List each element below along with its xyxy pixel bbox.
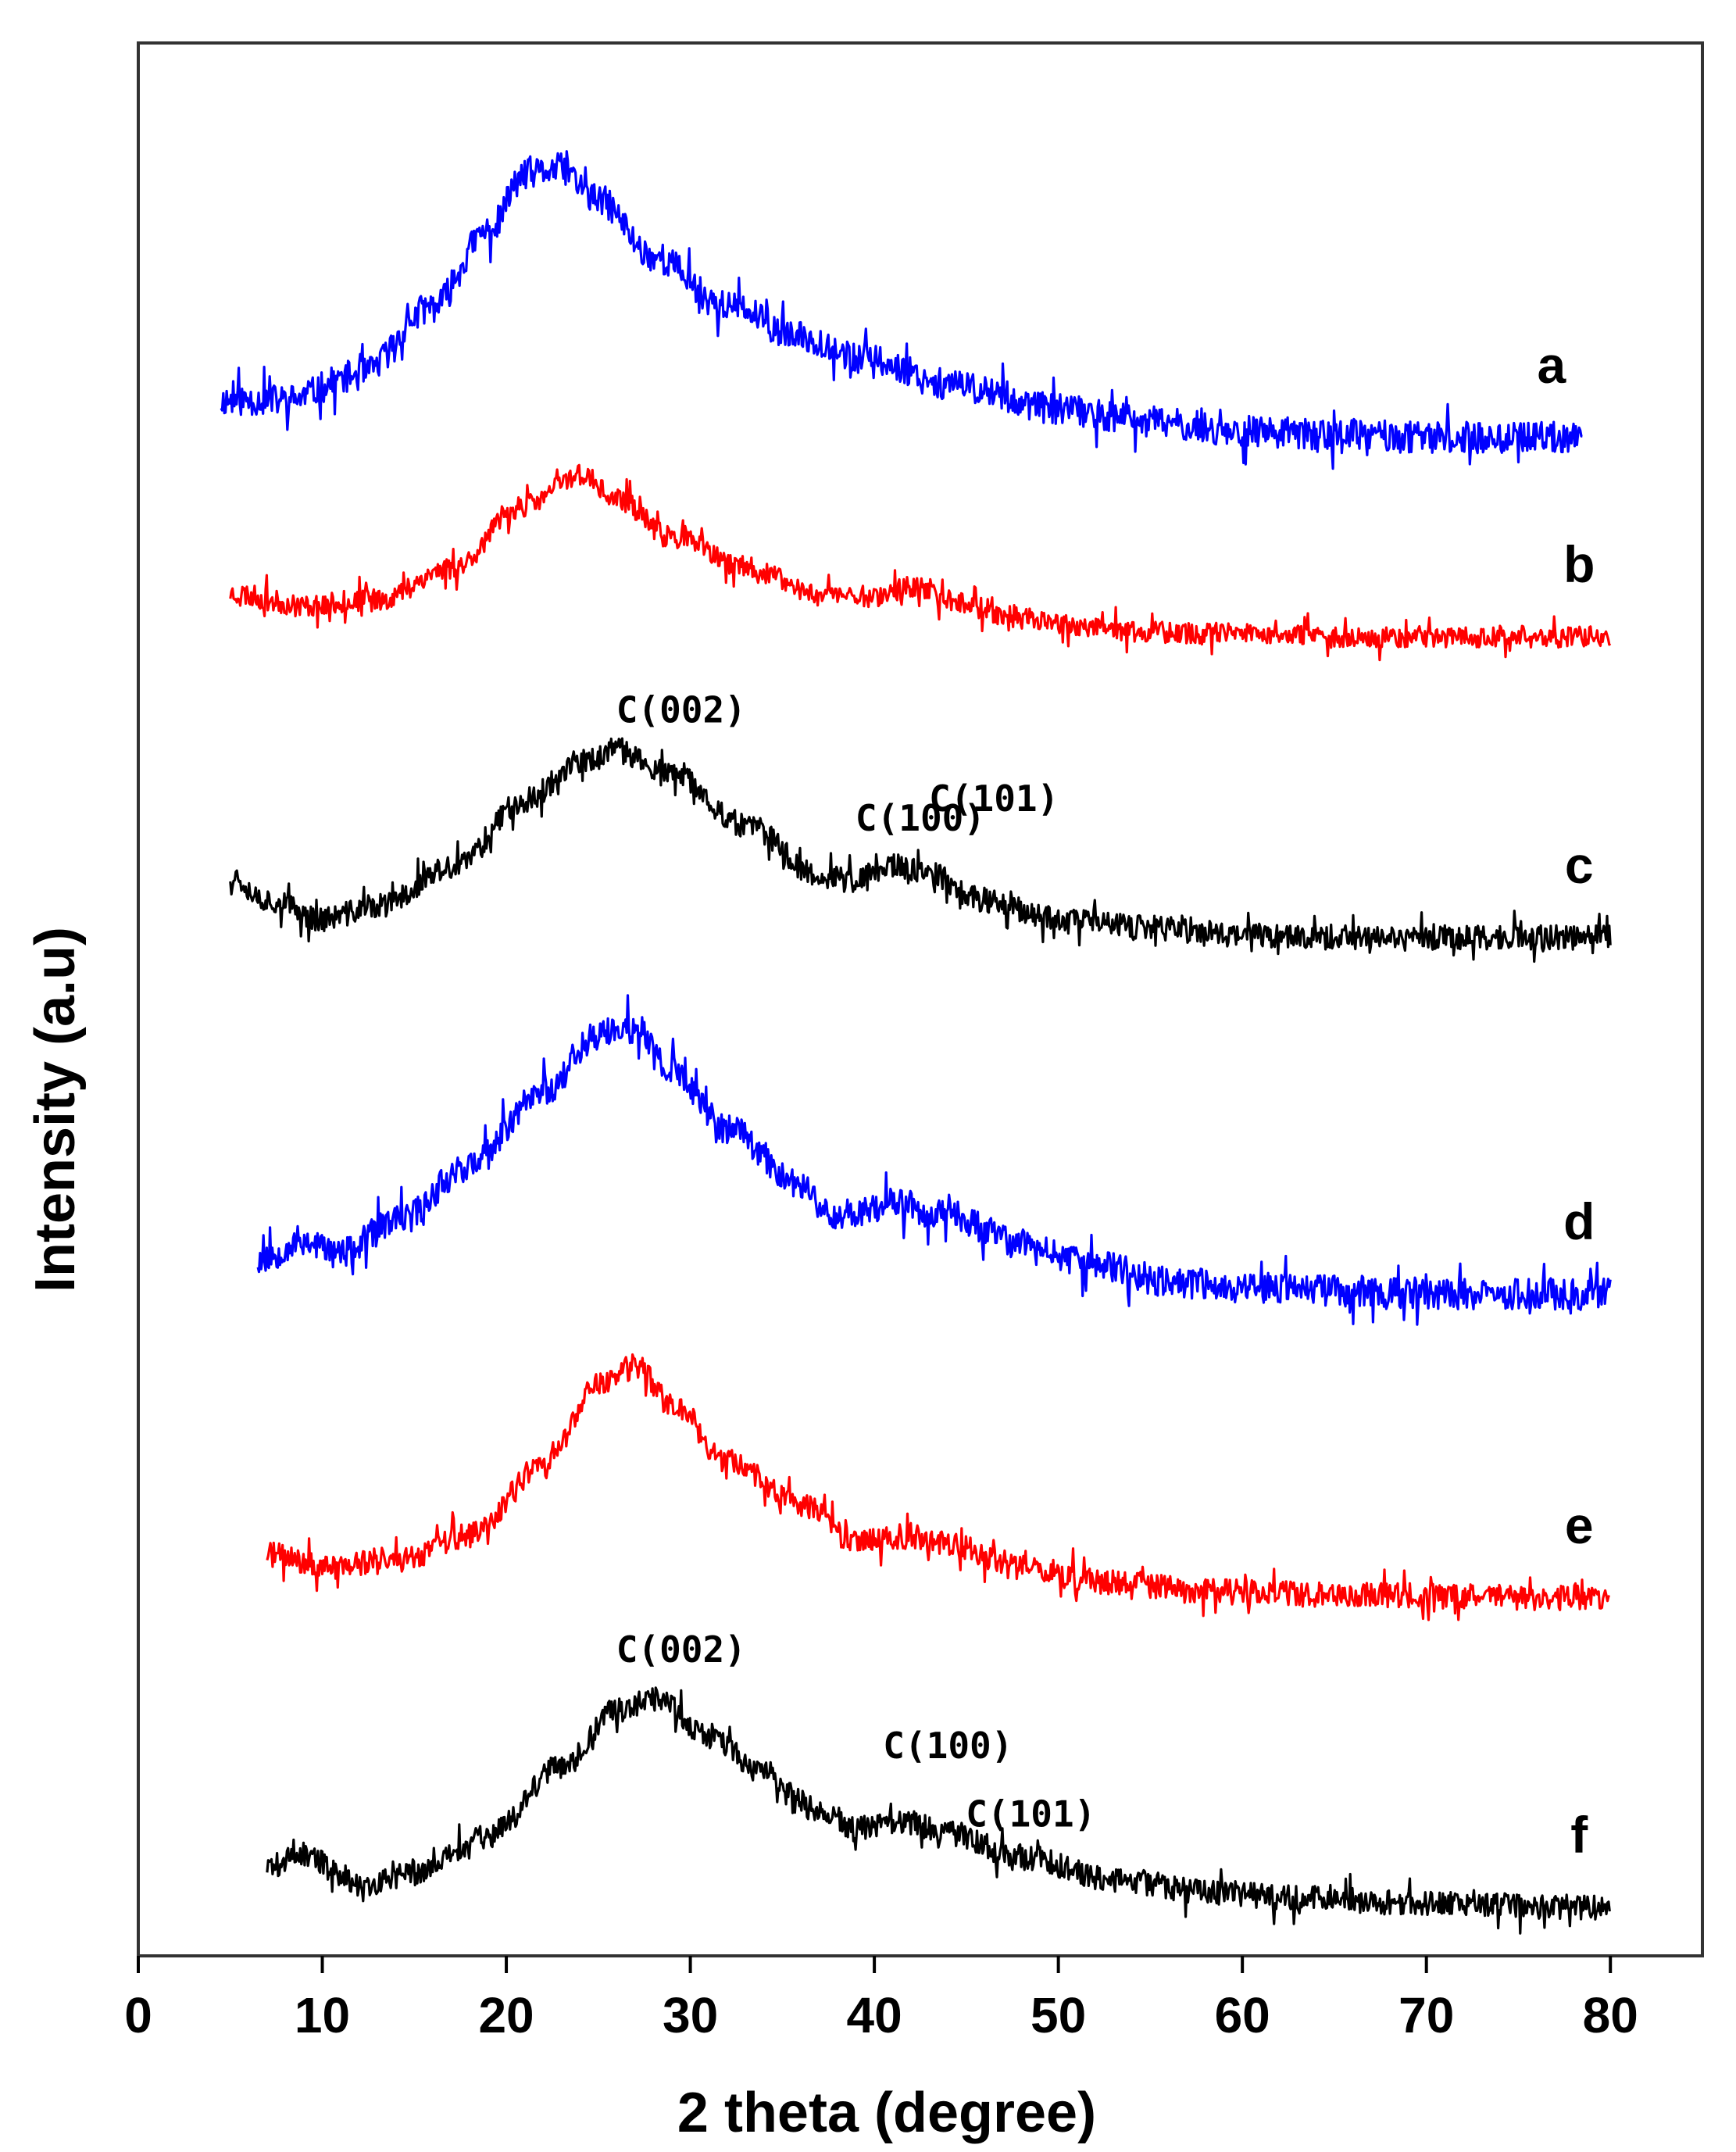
x-axis-tick-labels: 0 10 20 30 40 50 60 70 80 (124, 1987, 1638, 2043)
series-a-line (220, 150, 1583, 470)
peak-label-f-5: C(101) (966, 1793, 1095, 1836)
series-f-label: f (1570, 1806, 1588, 1864)
series-b-label: b (1563, 535, 1595, 593)
x-tick-label-40: 40 (847, 1987, 902, 2043)
series-e-label: e (1565, 1496, 1594, 1554)
series-f-line (266, 1686, 1611, 1935)
peak-label-f-3: C(002) (616, 1628, 746, 1671)
x-axis-ticks (137, 1956, 1613, 1973)
x-tick-label-30: 30 (663, 1987, 718, 2043)
series-d-label: d (1563, 1192, 1595, 1250)
peak-label-c-2: C(100) (855, 797, 985, 839)
y-axis-title: Intensity (a.u) (24, 927, 87, 1292)
x-tick-label-0: 0 (124, 1987, 152, 2043)
x-tick-label-10: 10 (295, 1987, 350, 2043)
peak-label-c-1: C(101) (929, 778, 1059, 820)
series-a-label: a (1538, 336, 1567, 394)
x-tick-label-70: 70 (1398, 1987, 1454, 2043)
series-c-label: c (1565, 836, 1594, 894)
x-tick-label-80: 80 (1583, 1987, 1638, 2043)
series-c-line (229, 737, 1612, 963)
peak-label-f-4: C(100) (883, 1725, 1013, 1767)
curve-labels: a b c d e f (1538, 336, 1595, 1864)
peak-labels: C(002)C(101)C(100)C(002)C(100)C(101) (616, 688, 1096, 1835)
peak-label-c-0: C(002) (616, 688, 746, 731)
x-tick-label-20: 20 (478, 1987, 534, 2043)
x-tick-label-50: 50 (1031, 1987, 1086, 2043)
x-axis-title: 2 theta (degree) (677, 2082, 1096, 2144)
series-e-line (266, 1353, 1611, 1621)
plot-frame (137, 41, 1704, 1957)
series-d-line (256, 994, 1612, 1326)
series-layer (220, 150, 1612, 1935)
x-tick-label-60: 60 (1215, 1987, 1270, 2043)
series-b-line (229, 463, 1612, 662)
